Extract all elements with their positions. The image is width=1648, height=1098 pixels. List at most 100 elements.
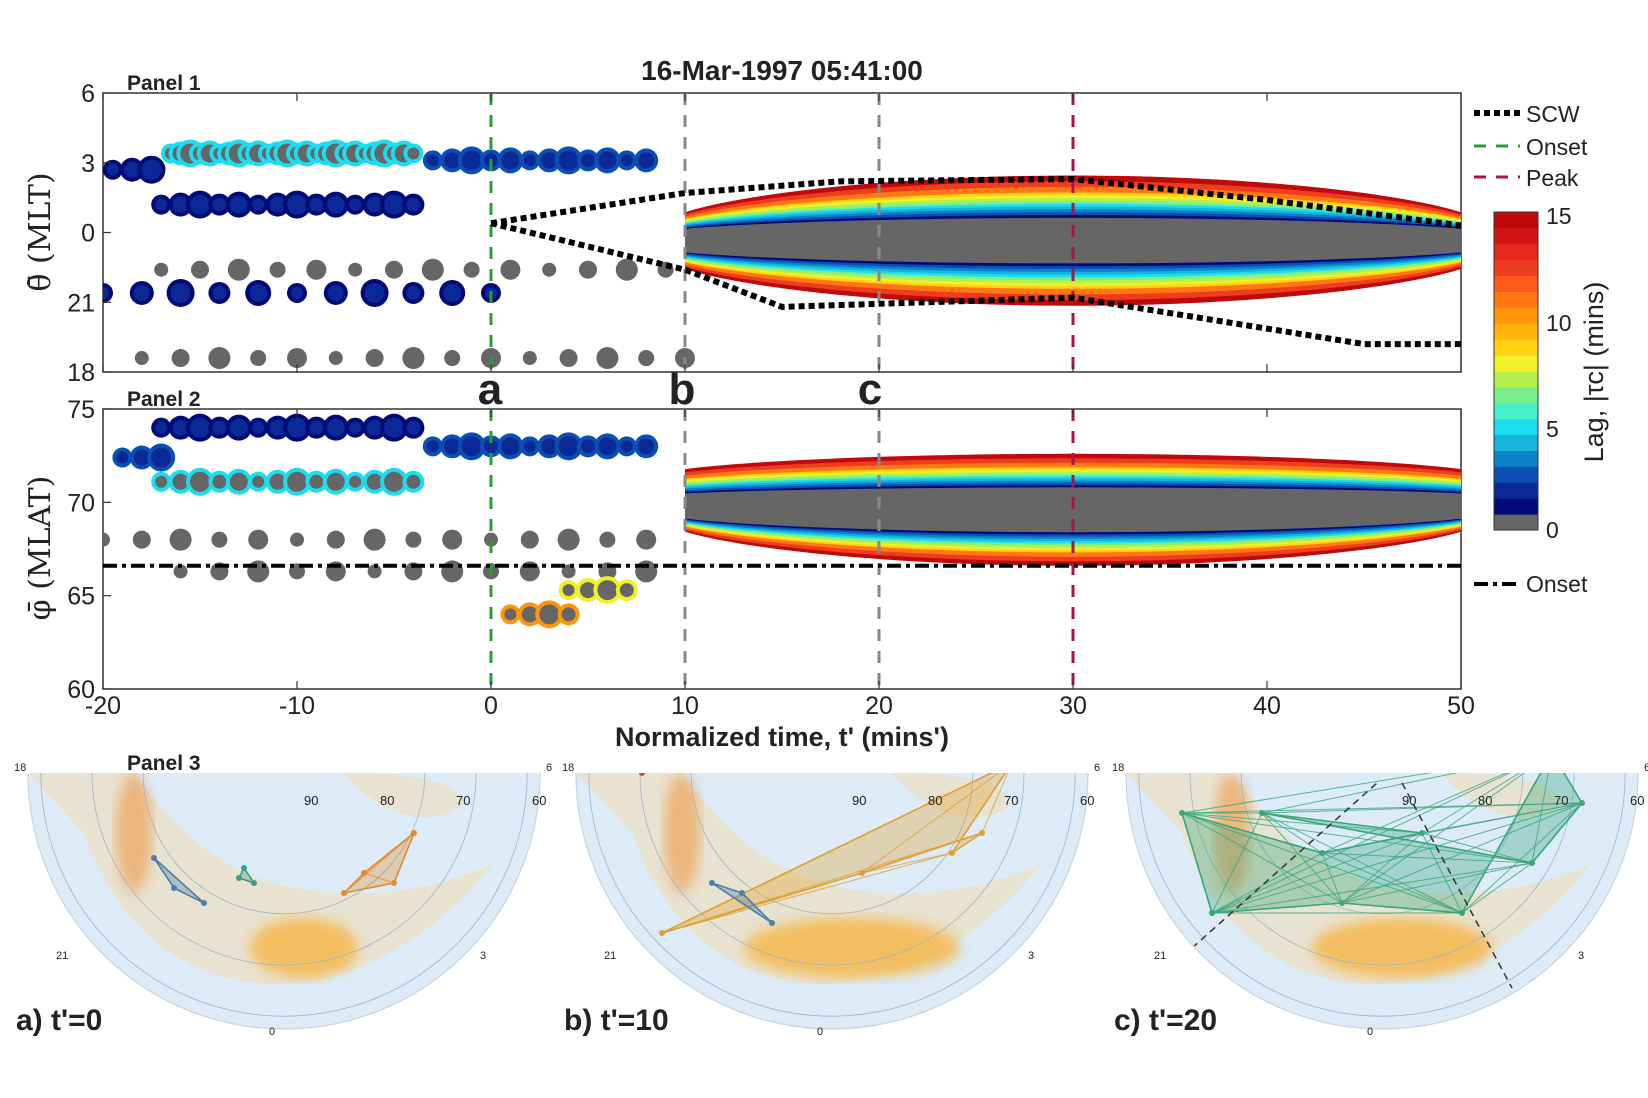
scatter-point [557, 528, 580, 551]
scatter-point [366, 419, 383, 436]
map-network-link [173, 887, 205, 904]
map-network-link [951, 773, 1013, 854]
map-latitude-label: 80 [380, 793, 394, 808]
map-aurora-glow [744, 918, 960, 978]
scatter-point [326, 530, 345, 549]
scatter-point [426, 440, 439, 453]
map-station [639, 773, 645, 776]
scatter-point [252, 198, 265, 211]
scatter-point [169, 528, 192, 551]
map-latitude-circle [142, 773, 426, 915]
scatter-point [190, 194, 210, 215]
colorbar-swatch [1494, 386, 1538, 404]
colorbar-swatch [1494, 339, 1538, 356]
map-latitude-circle [1189, 773, 1575, 966]
map-network-link [741, 892, 773, 924]
map-network-link [343, 832, 415, 894]
colorbar-swatch [1494, 355, 1538, 372]
map-latitude-label: 60 [1630, 793, 1644, 808]
panel-1-y-tick-label: 6 [81, 80, 95, 108]
map-network-link [1461, 862, 1533, 914]
map-station [1419, 830, 1425, 836]
map-network-link [1181, 812, 1463, 914]
legend-scw-label: SCW [1526, 101, 1580, 127]
map-station [361, 870, 367, 876]
map-network-link [153, 857, 205, 904]
map-latitude-circle [639, 773, 1025, 966]
map-network-link [1181, 812, 1423, 834]
colorbar-swatch [1494, 307, 1538, 324]
scatter-point [620, 154, 633, 167]
scatter-point [155, 475, 168, 488]
map-mlt-label: 21 [604, 950, 616, 962]
map-mlt-label: 3 [1578, 950, 1584, 962]
scatter-point [191, 260, 209, 279]
map-latitude-label: 80 [1478, 793, 1492, 808]
map-aurora-glow [250, 918, 358, 978]
scatter-point [212, 420, 227, 435]
scatter-point [170, 282, 191, 303]
map-network-link [104, 748, 109, 763]
scatter-point [364, 282, 385, 303]
scw-boundary [490, 176, 1461, 348]
scatter-point [172, 196, 189, 213]
colorbar-swatch [1494, 482, 1538, 499]
scatter-point [134, 351, 149, 366]
map-station [1339, 900, 1345, 906]
scatter-point [406, 420, 421, 435]
map-station [739, 890, 745, 896]
map-scw-boundary [1401, 782, 1513, 989]
map-network-link [343, 882, 395, 894]
scatter-point [521, 606, 538, 623]
panel-1-vlines [489, 93, 1075, 372]
scatter-point [504, 608, 517, 621]
scatter-point [620, 440, 633, 453]
scatter-point [558, 150, 579, 171]
legend-panel-1: SCW Onset Peak [1474, 101, 1588, 191]
scatter-point [542, 262, 557, 277]
scatter-point [103, 532, 110, 547]
panel-1-ticks: 6 3 0 21 18 [67, 80, 1462, 387]
panel-1-y-tick-label: 3 [81, 150, 95, 178]
map-scw-boundary [1191, 782, 1378, 949]
map-network-link [1211, 862, 1533, 914]
scatter-point [598, 437, 617, 456]
colorbar-swatch [1494, 243, 1538, 261]
map-mlt-label: 0 [1367, 1026, 1373, 1038]
panel-3-label: Panel 3 [127, 752, 201, 775]
panel-1-y-label: θ̄ (MLT) [23, 172, 58, 291]
scatter-point [306, 259, 327, 280]
map-panel-label: a) t'=0 [16, 1004, 102, 1037]
map-aurora-glow [116, 773, 152, 893]
colorbar-swatch [1494, 434, 1538, 451]
colorbar-swatch [1494, 418, 1538, 436]
map-network-link [661, 832, 983, 934]
map-network-link [1321, 852, 1463, 914]
map-latitude-label: 70 [456, 793, 470, 808]
scatter-point [287, 471, 307, 492]
scatter-point [484, 439, 498, 454]
map-station [1579, 800, 1585, 806]
map-station [241, 865, 247, 871]
panel-1-y-tick-label: 18 [67, 359, 95, 387]
x-tick-label: -20 [85, 692, 121, 720]
map-station [106, 745, 112, 751]
map-latitude-label: 80 [928, 793, 942, 808]
map-station [709, 880, 715, 886]
scatter-point [598, 151, 617, 170]
map-network-link [641, 773, 653, 774]
map-station [949, 850, 955, 856]
map-station [411, 830, 417, 836]
colorbar-swatch [1494, 275, 1538, 292]
scatter-point [407, 147, 420, 160]
map-mlt-label: 18 [562, 762, 574, 774]
colorbar-swatch [1494, 212, 1538, 229]
map-boundary-arc [1125, 772, 1639, 1030]
scatter-point [363, 528, 386, 551]
scatter-point [326, 418, 345, 437]
map-station [251, 880, 257, 886]
scatter-point [561, 607, 576, 622]
colorbar-swatch [1494, 402, 1538, 420]
scatter-point [444, 152, 461, 169]
